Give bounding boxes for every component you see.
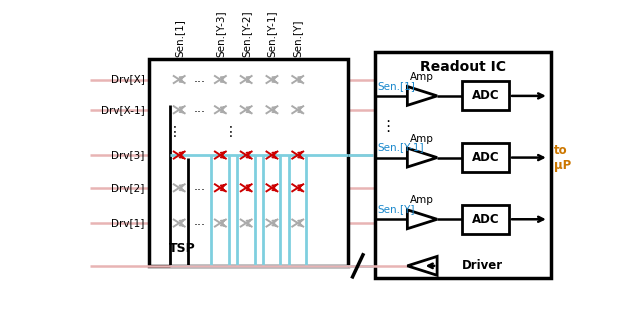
- Text: Sen.[Y-3]: Sen.[Y-3]: [216, 10, 225, 57]
- Text: ···: ···: [194, 184, 206, 197]
- Polygon shape: [407, 210, 437, 229]
- Text: to
μP: to μP: [554, 144, 571, 172]
- Polygon shape: [407, 256, 437, 275]
- Bar: [375, 52, 551, 279]
- Text: Drv[X]: Drv[X]: [111, 75, 145, 84]
- Text: Sen.[Y]: Sen.[Y]: [378, 204, 415, 214]
- Text: Sen.[1]: Sen.[1]: [174, 19, 184, 57]
- Polygon shape: [407, 148, 437, 167]
- Text: Amp: Amp: [410, 196, 434, 205]
- Text: ···: ···: [194, 76, 206, 89]
- Text: Sen.[Y-2]: Sen.[Y-2]: [241, 10, 251, 57]
- Text: ···: ···: [194, 106, 206, 119]
- Text: ⋮: ⋮: [380, 119, 396, 134]
- Text: Readout IC: Readout IC: [420, 60, 506, 74]
- Text: ADC: ADC: [472, 89, 499, 102]
- Text: ADC: ADC: [472, 151, 499, 164]
- Bar: [462, 205, 509, 234]
- Text: Drv[X-1]: Drv[X-1]: [100, 105, 145, 115]
- Text: TSP: TSP: [170, 242, 196, 255]
- Text: ···: ···: [194, 219, 206, 232]
- Text: ADC: ADC: [472, 213, 499, 226]
- Text: Sen.[Y-1]: Sen.[Y-1]: [267, 10, 277, 57]
- Text: Sen.[Y]: Sen.[Y]: [292, 19, 303, 57]
- Bar: [150, 60, 348, 266]
- Text: Sen.[Y-1]: Sen.[Y-1]: [378, 143, 424, 152]
- Polygon shape: [407, 86, 437, 105]
- Text: Drv[3]: Drv[3]: [111, 150, 145, 160]
- Text: Amp: Amp: [410, 72, 434, 82]
- Text: ⋮: ⋮: [167, 125, 181, 139]
- Text: Drv[1]: Drv[1]: [111, 218, 145, 228]
- Text: ⋮: ⋮: [224, 125, 237, 139]
- Bar: [462, 81, 509, 111]
- Text: Driver: Driver: [462, 259, 503, 272]
- Text: Amp: Amp: [410, 134, 434, 144]
- Bar: [462, 143, 509, 172]
- Text: Sen.[1]: Sen.[1]: [378, 81, 415, 91]
- Text: Drv[2]: Drv[2]: [111, 183, 145, 193]
